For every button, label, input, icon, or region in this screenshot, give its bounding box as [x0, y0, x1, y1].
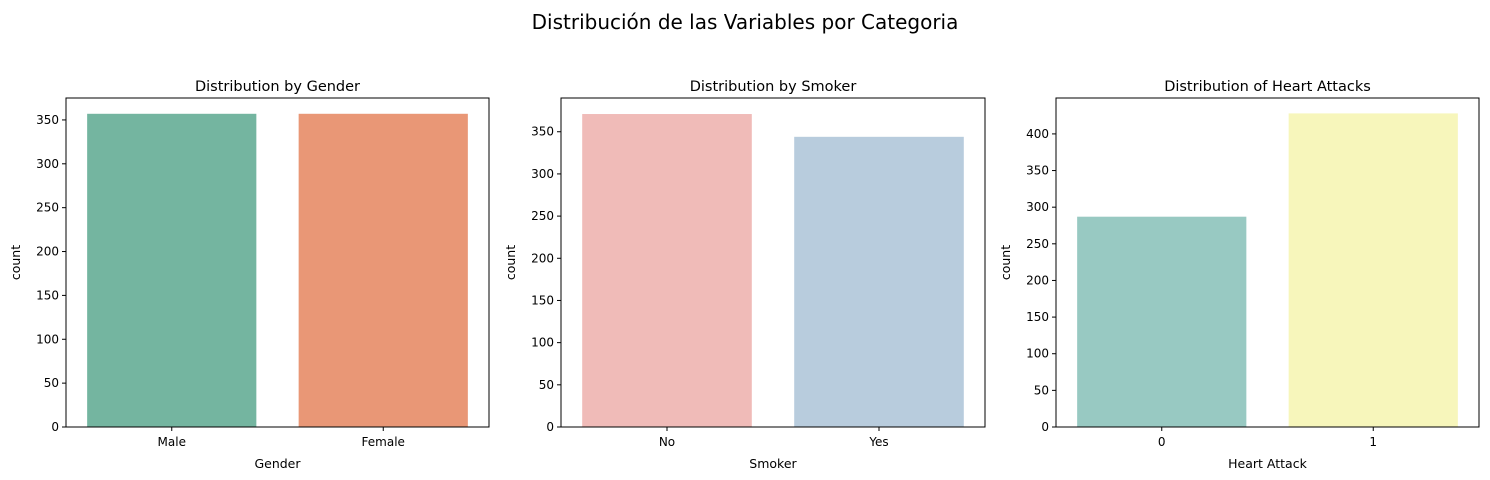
ytick-label-heart-attack-6: 300	[1026, 200, 1049, 214]
xtick-label-gender-1: Female	[362, 435, 405, 449]
ytick-label-heart-attack-4: 200	[1026, 273, 1049, 287]
ytick-label-gender-2: 100	[36, 332, 59, 346]
chart-title-heart-attack: Distribution of Heart Attacks	[1164, 79, 1371, 95]
xtick-label-smoker-1: Yes	[868, 435, 888, 449]
axes-frame-gender	[65, 97, 490, 428]
xtick-label-smoker-0: No	[659, 435, 675, 449]
xtick-label-heart-attack-1: 1	[1369, 435, 1377, 449]
ytick-label-heart-attack-3: 150	[1026, 310, 1049, 324]
ytick-label-gender-1: 50	[44, 376, 59, 390]
ytick-label-gender-5: 250	[36, 201, 59, 215]
ytick-label-smoker-2: 100	[531, 336, 554, 350]
bar-gender-1	[298, 113, 468, 427]
ytick-label-smoker-0: 0	[546, 420, 554, 434]
ytick-label-heart-attack-5: 250	[1026, 237, 1049, 251]
ytick-label-smoker-6: 300	[531, 167, 554, 181]
ytick-label-heart-attack-2: 100	[1026, 347, 1049, 361]
ytick-label-gender-6: 300	[36, 157, 59, 171]
ytick-label-smoker-7: 350	[531, 125, 554, 139]
bar-heart-attack-0	[1077, 216, 1247, 427]
chart-panel-gender: 0 50 100 150 200 250 300 350 Male Female Distribut…	[8, 79, 490, 471]
bar-smoker-1	[794, 136, 964, 427]
xtick-label-gender-0: Male	[158, 435, 186, 449]
ytick-label-heart-attack-1: 50	[1034, 383, 1049, 397]
xtick-label-heart-attack-0: 0	[1158, 435, 1166, 449]
y-axis-label-heart-attack: count	[998, 245, 1013, 280]
axes-frame-smoker	[560, 97, 986, 428]
ytick-label-heart-attack-8: 400	[1026, 127, 1049, 141]
ytick-label-heart-attack-0: 0	[1041, 420, 1049, 434]
y-axis-label-gender: count	[8, 245, 23, 280]
ytick-label-smoker-5: 250	[531, 209, 554, 223]
chart-panel-heart-attack: 0 50 100 150 200 250 300 350 400 0 1 Distribution o…	[998, 79, 1480, 471]
ytick-label-smoker-1: 50	[539, 378, 554, 392]
ytick-label-gender-0: 0	[51, 420, 59, 434]
bar-heart-attack-1	[1288, 113, 1458, 427]
x-axis-label-heart-attack: Heart Attack	[1228, 456, 1307, 471]
figure-suptitle: Distribución de las Variables por Catego…	[532, 10, 959, 34]
chart-panel-smoker: 0 50 100 150 200 250 300 350 No Yes Distribution b…	[503, 79, 986, 471]
chart-title-gender: Distribution by Gender	[195, 79, 360, 95]
y-axis-label-smoker: count	[503, 245, 518, 280]
ytick-label-heart-attack-7: 350	[1026, 164, 1049, 178]
axes-frame-heart-attack	[1055, 97, 1480, 428]
bar-smoker-0	[582, 114, 752, 427]
x-axis-label-gender: Gender	[254, 456, 301, 471]
chart-title-smoker: Distribution by Smoker	[690, 79, 857, 95]
ytick-label-smoker-4: 200	[531, 251, 554, 265]
ytick-label-gender-3: 150	[36, 288, 59, 302]
bar-gender-0	[87, 113, 257, 427]
ytick-label-smoker-3: 150	[531, 293, 554, 307]
ytick-label-gender-4: 200	[36, 245, 59, 259]
x-axis-label-smoker: Smoker	[749, 456, 797, 471]
ytick-label-gender-7: 350	[36, 113, 59, 127]
